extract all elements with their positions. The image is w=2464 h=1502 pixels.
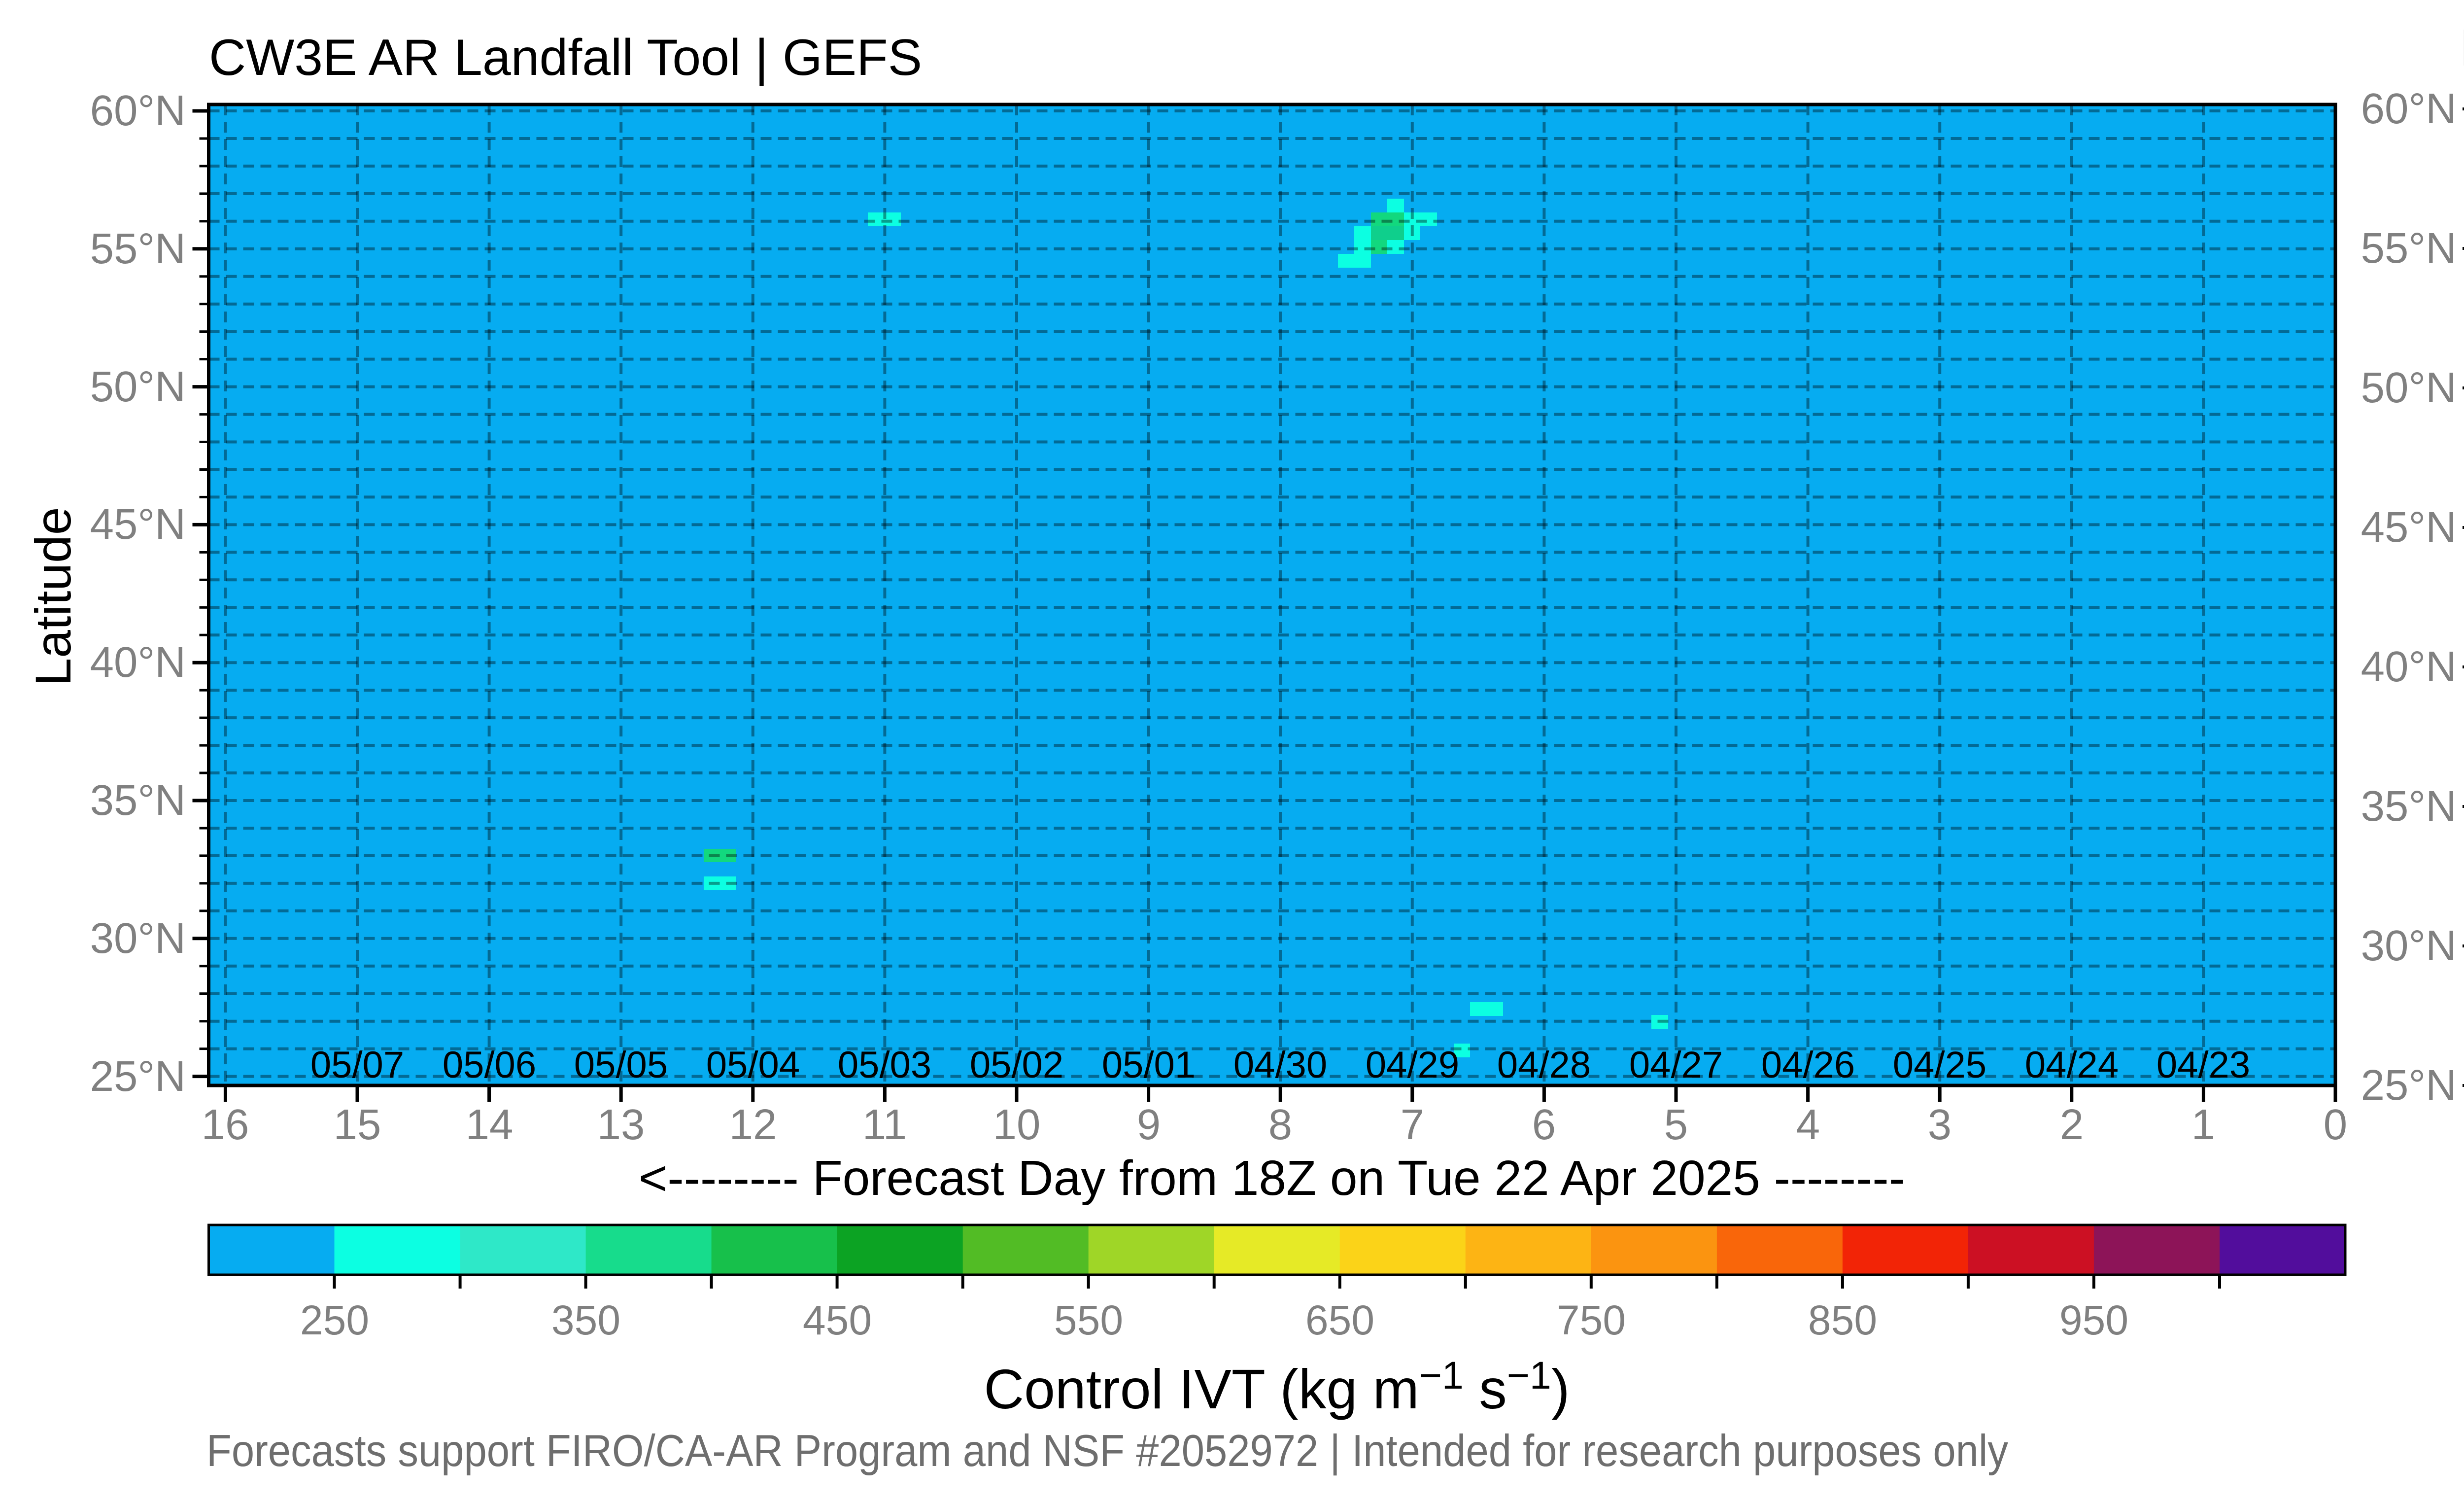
svg-text:CW3E AR Landfall Tool | GEFS: CW3E AR Landfall Tool | GEFS xyxy=(209,29,922,86)
svg-text:04/27: 04/27 xyxy=(1629,1044,1723,1086)
svg-text:8: 8 xyxy=(1268,1101,1292,1149)
svg-text:05/04: 05/04 xyxy=(706,1044,800,1086)
svg-text:04/28: 04/28 xyxy=(1497,1044,1591,1086)
svg-text:550: 550 xyxy=(1054,1297,1123,1343)
svg-text:12: 12 xyxy=(729,1101,777,1149)
svg-text:30°N: 30°N xyxy=(90,914,186,962)
svg-text:16: 16 xyxy=(202,1101,249,1149)
svg-text:50°N: 50°N xyxy=(90,363,186,411)
svg-text:0: 0 xyxy=(2324,1101,2347,1149)
svg-text:05/05: 05/05 xyxy=(574,1044,668,1086)
svg-text:60°N: 60°N xyxy=(2361,85,2457,133)
svg-text:04/29: 04/29 xyxy=(1366,1044,1459,1086)
svg-text:05/03: 05/03 xyxy=(838,1044,931,1086)
svg-text:25°N: 25°N xyxy=(90,1052,186,1100)
svg-text:45°N: 45°N xyxy=(2361,503,2457,551)
svg-text:Latitude: Latitude xyxy=(25,507,81,686)
svg-text:55°N: 55°N xyxy=(90,225,186,273)
svg-text:40°N: 40°N xyxy=(90,638,186,686)
svg-text:5: 5 xyxy=(1664,1101,1688,1149)
svg-text:Forecasts support FIRO/CA-AR P: Forecasts support FIRO/CA-AR Program and… xyxy=(206,1426,2008,1476)
svg-text:250: 250 xyxy=(300,1297,369,1343)
svg-text:14: 14 xyxy=(466,1101,513,1149)
svg-text:Model Run: 18Z Tue 22 Apr 2025: Model Run: 18Z Tue 22 Apr 2025 xyxy=(2460,19,2464,77)
svg-text:40°N: 40°N xyxy=(2361,643,2457,691)
svg-text:950: 950 xyxy=(2059,1297,2128,1343)
svg-text:45°N: 45°N xyxy=(90,500,186,548)
svg-text:35°N: 35°N xyxy=(2361,782,2457,830)
svg-text:<-------- Forecast Day from 18: <-------- Forecast Day from 18Z on Tue 2… xyxy=(639,1151,1905,1206)
svg-text:450: 450 xyxy=(803,1297,872,1343)
svg-text:750: 750 xyxy=(1557,1297,1626,1343)
svg-text:04/26: 04/26 xyxy=(1761,1044,1855,1086)
svg-text:350: 350 xyxy=(551,1297,620,1343)
svg-text:30°N: 30°N xyxy=(2361,922,2457,970)
svg-text:05/01: 05/01 xyxy=(1102,1044,1196,1086)
svg-text:3: 3 xyxy=(1928,1101,1951,1149)
svg-text:05/06: 05/06 xyxy=(443,1044,536,1086)
svg-text:650: 650 xyxy=(1305,1297,1374,1343)
svg-text:6: 6 xyxy=(1532,1101,1556,1149)
svg-text:35°N: 35°N xyxy=(90,776,186,824)
svg-text:Control IVT (kg m−1 s−1): Control IVT (kg m−1 s−1) xyxy=(984,1353,1570,1420)
svg-text:05/02: 05/02 xyxy=(970,1044,1063,1086)
svg-text:13: 13 xyxy=(597,1101,645,1149)
svg-text:7: 7 xyxy=(1401,1101,1424,1149)
svg-text:1: 1 xyxy=(2191,1101,2215,1149)
svg-text:15: 15 xyxy=(334,1101,381,1149)
svg-text:25°N: 25°N xyxy=(2361,1061,2457,1109)
svg-text:4: 4 xyxy=(1796,1101,1820,1149)
svg-text:04/23: 04/23 xyxy=(2156,1044,2250,1086)
svg-text:10: 10 xyxy=(993,1101,1041,1149)
svg-text:55°N: 55°N xyxy=(2361,224,2457,272)
svg-text:04/30: 04/30 xyxy=(1233,1044,1327,1086)
svg-text:9: 9 xyxy=(1137,1101,1161,1149)
svg-text:04/25: 04/25 xyxy=(1893,1044,1986,1086)
svg-text:50°N: 50°N xyxy=(2361,364,2457,412)
svg-text:2: 2 xyxy=(2060,1101,2084,1149)
svg-text:850: 850 xyxy=(1808,1297,1877,1343)
svg-text:11: 11 xyxy=(862,1101,907,1149)
svg-text:05/07: 05/07 xyxy=(310,1044,404,1086)
svg-text:04/24: 04/24 xyxy=(2025,1044,2119,1086)
svg-text:60°N: 60°N xyxy=(90,87,186,135)
